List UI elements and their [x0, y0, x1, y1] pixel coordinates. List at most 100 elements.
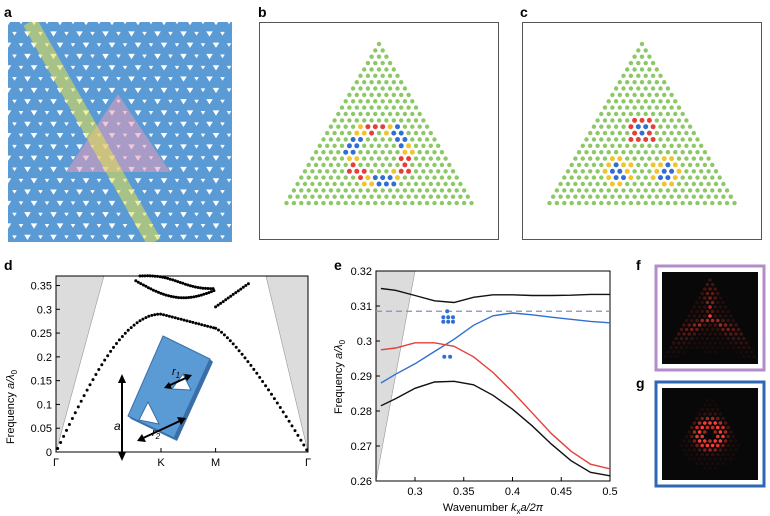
lattice-dot — [328, 188, 334, 193]
lattice-hole — [44, 156, 50, 160]
field-spot — [708, 350, 712, 354]
lattice-hole — [90, 190, 95, 194]
lattice-dot — [654, 156, 659, 161]
lattice-hole — [82, 178, 90, 184]
lattice-dot — [588, 169, 593, 174]
lattice-hole — [206, 53, 213, 60]
band-point — [88, 383, 92, 387]
field-spot — [731, 452, 736, 457]
lattice-dot — [647, 181, 652, 187]
band-point — [177, 296, 181, 300]
lattice-dot — [654, 67, 659, 72]
lattice-dot — [373, 99, 378, 104]
band-point — [270, 392, 273, 396]
field-spot — [713, 296, 717, 300]
field-spot — [736, 327, 741, 332]
lattice-dot — [358, 99, 363, 104]
lattice-dot — [384, 54, 389, 59]
field-spot — [692, 332, 697, 336]
band-point — [178, 281, 182, 284]
band-point — [209, 290, 213, 294]
field-spot — [703, 341, 707, 345]
band-point — [94, 373, 98, 376]
band-point — [214, 326, 218, 330]
field-spot — [734, 350, 738, 354]
lattice-dot — [606, 124, 611, 129]
lattice-dot — [373, 111, 378, 117]
lattice-dot — [458, 194, 463, 199]
lattice-hole — [50, 189, 57, 195]
field-spot — [710, 452, 715, 457]
lattice-hole — [128, 234, 135, 240]
field-spot — [700, 327, 704, 332]
band-diagram: 0 0.05 0.1 0.15 0.2 0.25 0.3 0.35 Γ K M Γ a r1 r2 F… — [5, 274, 311, 469]
lattice-dot — [291, 200, 297, 206]
band-point — [209, 287, 213, 291]
lattice-dot — [591, 175, 597, 180]
d-y-tick-label: 0.1 — [37, 399, 52, 411]
lattice-dot — [424, 175, 430, 180]
lattice-hole — [24, 99, 31, 105]
lattice-dot — [632, 143, 637, 148]
lattice-hole — [180, 76, 187, 82]
field-spot — [700, 300, 704, 305]
lattice-dot — [595, 194, 600, 199]
band-point — [197, 322, 201, 326]
band-point — [202, 292, 206, 296]
lattice-dot — [665, 137, 671, 142]
lattice-dot — [362, 105, 367, 110]
lattice-dot — [410, 111, 415, 117]
field-spot — [710, 461, 715, 466]
field-spot — [726, 318, 730, 323]
band-point — [197, 294, 201, 298]
lattice-dot — [676, 105, 682, 110]
lattice-dot — [602, 130, 608, 136]
field-spot — [687, 457, 691, 461]
band-point — [225, 336, 229, 340]
field-spot — [687, 323, 691, 327]
lattice-dot — [643, 200, 648, 206]
lattice-dot — [662, 194, 667, 199]
lattice-dot — [380, 73, 385, 78]
lattice-dot — [332, 194, 337, 199]
lattice-dot — [606, 150, 611, 155]
e-x-tick-label: 0.3 — [407, 486, 422, 498]
lattice-dot — [595, 130, 600, 136]
lattice-dot — [339, 156, 345, 161]
field-spot — [705, 318, 710, 323]
lattice-dot — [313, 200, 319, 206]
field-spot — [721, 416, 725, 421]
lattice-dot — [343, 99, 348, 104]
lattice-dot — [376, 181, 382, 187]
field-spot — [697, 314, 702, 318]
field-spot — [716, 309, 720, 314]
band-point — [67, 423, 71, 426]
band-point — [193, 285, 197, 289]
lattice-dot — [383, 181, 389, 187]
field-spot — [671, 341, 676, 345]
lattice-dot — [606, 162, 612, 168]
lattice-dot — [650, 124, 656, 130]
field-spot — [703, 332, 707, 336]
lattice-dot — [409, 149, 415, 155]
lattice-dot — [310, 181, 315, 187]
lattice-dot — [650, 73, 656, 78]
lattice-dot — [358, 162, 363, 168]
lattice-dot — [609, 168, 615, 174]
lattice-dot — [584, 200, 589, 206]
field-spot — [710, 407, 715, 412]
lattice-dot — [617, 118, 622, 123]
lattice-dot — [384, 80, 389, 85]
lattice-hole — [186, 65, 194, 71]
lattice-dot — [365, 111, 371, 117]
lattice-dot — [439, 175, 445, 180]
field-spot — [721, 452, 725, 457]
lattice-dot — [347, 92, 352, 98]
lattice-hole — [148, 88, 154, 93]
lattice-dot — [321, 137, 326, 142]
lattice-dot — [599, 162, 604, 168]
lattice-hole — [96, 224, 102, 228]
band-point — [170, 315, 174, 319]
field-spot — [710, 309, 715, 314]
lattice-hole — [108, 65, 116, 71]
